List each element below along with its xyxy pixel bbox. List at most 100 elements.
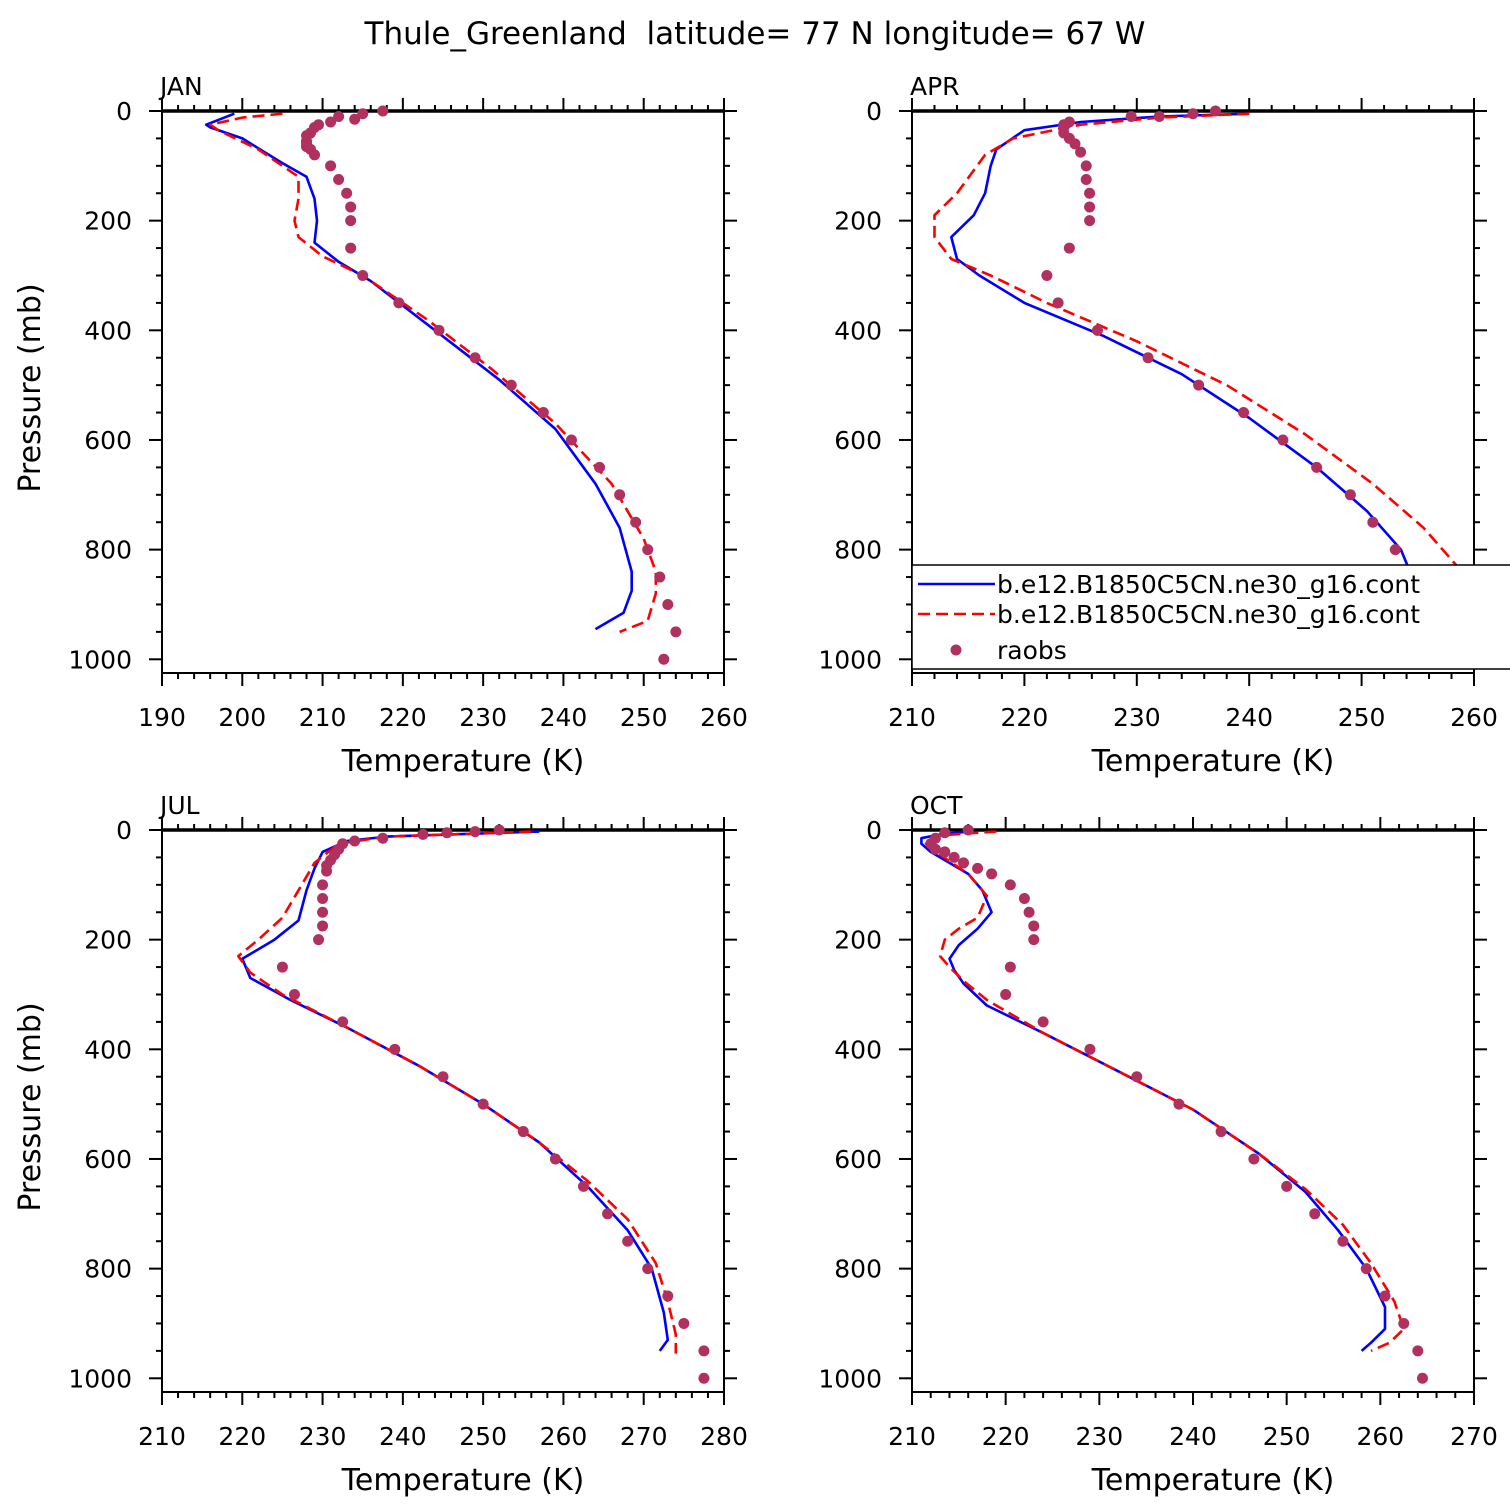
raobs-point bbox=[317, 893, 329, 905]
raobs-point bbox=[1344, 489, 1356, 501]
raobs-point bbox=[1000, 988, 1012, 1000]
raobs-point bbox=[698, 1345, 710, 1357]
y-tick-label: 600 bbox=[834, 1145, 882, 1174]
y-tick-label: 1000 bbox=[68, 1364, 132, 1393]
raobs-point bbox=[948, 851, 960, 863]
series-group bbox=[920, 830, 1406, 1353]
raobs-point bbox=[578, 1180, 589, 1192]
raobs-point bbox=[1084, 215, 1096, 227]
legend-marker-dots bbox=[950, 644, 962, 656]
raobs-point bbox=[1238, 407, 1250, 419]
y-tick-label: 400 bbox=[84, 316, 132, 345]
raobs-point bbox=[602, 1208, 614, 1220]
raobs-point bbox=[288, 988, 300, 1000]
raobs-point bbox=[642, 1263, 654, 1275]
y-tick-label: 200 bbox=[834, 926, 882, 955]
y-tick-label: 800 bbox=[84, 536, 132, 565]
x-tick-label: 240 bbox=[540, 703, 588, 732]
raobs-point bbox=[939, 827, 951, 839]
raobs-point bbox=[477, 1098, 489, 1110]
model-dashed-line bbox=[933, 112, 1470, 634]
legend-label: b.e12.B1850C5CN.ne30_g16.cont bbox=[997, 600, 1420, 629]
raobs-point bbox=[698, 1372, 710, 1384]
raobs-point bbox=[678, 1317, 690, 1329]
legend: b.e12.B1850C5CN.ne30_g16.contb.e12.B1850… bbox=[911, 564, 1510, 670]
raobs-point bbox=[341, 187, 353, 199]
series-group bbox=[237, 830, 678, 1354]
raobs-point bbox=[309, 149, 321, 161]
x-tick-label: 210 bbox=[888, 1422, 936, 1451]
model-dashed-line bbox=[237, 830, 678, 1354]
raobs-point bbox=[670, 626, 682, 638]
raobs-point bbox=[1028, 920, 1040, 932]
raobs-point bbox=[276, 961, 288, 973]
raobs-point bbox=[1069, 138, 1081, 150]
x-tick-label: 270 bbox=[620, 1422, 668, 1451]
raobs-point bbox=[658, 653, 670, 665]
raobs-point bbox=[1281, 1180, 1293, 1192]
raobs-point bbox=[325, 160, 337, 172]
raobs-point bbox=[1248, 1153, 1260, 1165]
model-solid-line bbox=[950, 112, 1414, 633]
x-tick-label: 230 bbox=[299, 1422, 347, 1451]
raobs-point bbox=[662, 598, 674, 610]
x-tick-label: 240 bbox=[1225, 703, 1273, 732]
raobs-point bbox=[1389, 544, 1401, 556]
x-tick-label: 260 bbox=[700, 703, 748, 732]
raobs-point bbox=[1173, 1098, 1185, 1110]
raobs-point bbox=[1037, 1016, 1049, 1028]
raobs-point bbox=[325, 116, 337, 128]
x-axis-label: Temperature (K) bbox=[1091, 1463, 1335, 1498]
y-tick-label: 0 bbox=[866, 97, 882, 126]
raobs-point bbox=[1193, 379, 1205, 391]
y-tick-label: 400 bbox=[834, 316, 882, 345]
plot-frame bbox=[161, 829, 725, 1393]
x-tick-label: 200 bbox=[218, 703, 266, 732]
raobs-point bbox=[313, 934, 325, 946]
raobs-point bbox=[1142, 352, 1154, 364]
x-tick-label: 250 bbox=[1263, 1422, 1311, 1451]
x-tick-label: 190 bbox=[138, 703, 186, 732]
raobs-point bbox=[345, 215, 357, 227]
model-dashed-line bbox=[208, 112, 658, 634]
raobs-point bbox=[1311, 461, 1323, 473]
raobs-point bbox=[1398, 1317, 1410, 1329]
raobs-point bbox=[337, 1016, 349, 1028]
x-tick-label: 210 bbox=[138, 1422, 186, 1451]
y-tick-label: 1000 bbox=[818, 1364, 882, 1393]
raobs-point bbox=[321, 865, 333, 877]
raobs-point bbox=[1004, 879, 1016, 891]
legend-label: b.e12.B1850C5CN.ne30_g16.cont bbox=[997, 570, 1420, 599]
raobs-point bbox=[630, 516, 642, 528]
raobs-point bbox=[349, 835, 361, 847]
y-tick-label: 800 bbox=[834, 536, 882, 565]
legend-background bbox=[912, 565, 1510, 669]
raobs-point bbox=[986, 868, 998, 880]
x-tick-label: 220 bbox=[218, 1422, 266, 1451]
raobs-point bbox=[614, 489, 626, 501]
raobs-point bbox=[1153, 110, 1165, 122]
x-axis-label: Temperature (K) bbox=[341, 1463, 585, 1498]
panel-jul: 210 220 230 240 250 260 270 280 0 200 400 600 800 100… bbox=[13, 791, 748, 1498]
y-tick-label: 200 bbox=[834, 207, 882, 236]
x-tick-label: 250 bbox=[620, 703, 668, 732]
panel-oct: 210 220 230 240 250 260 270 0 200 400 600 800 1000 OC… bbox=[818, 791, 1497, 1498]
x-tick-label: 210 bbox=[299, 703, 347, 732]
raobs-point bbox=[939, 846, 951, 858]
legend-label: raobs bbox=[997, 636, 1067, 665]
raobs-point bbox=[565, 434, 577, 446]
panel-title: JAN bbox=[158, 72, 203, 101]
raobs-point bbox=[1277, 434, 1289, 446]
raobs-point bbox=[333, 174, 345, 186]
x-tick-label: 270 bbox=[1450, 1422, 1498, 1451]
x-axis-label: Temperature (K) bbox=[341, 744, 585, 779]
y-tick-label: 400 bbox=[84, 1035, 132, 1064]
raobs-point bbox=[642, 544, 654, 556]
y-tick-label: 0 bbox=[866, 816, 882, 845]
raobs-point bbox=[972, 862, 984, 874]
raobs-point bbox=[517, 1126, 529, 1138]
x-tick-label: 220 bbox=[379, 703, 427, 732]
raobs-point bbox=[357, 269, 369, 281]
model-solid-line bbox=[241, 830, 670, 1352]
